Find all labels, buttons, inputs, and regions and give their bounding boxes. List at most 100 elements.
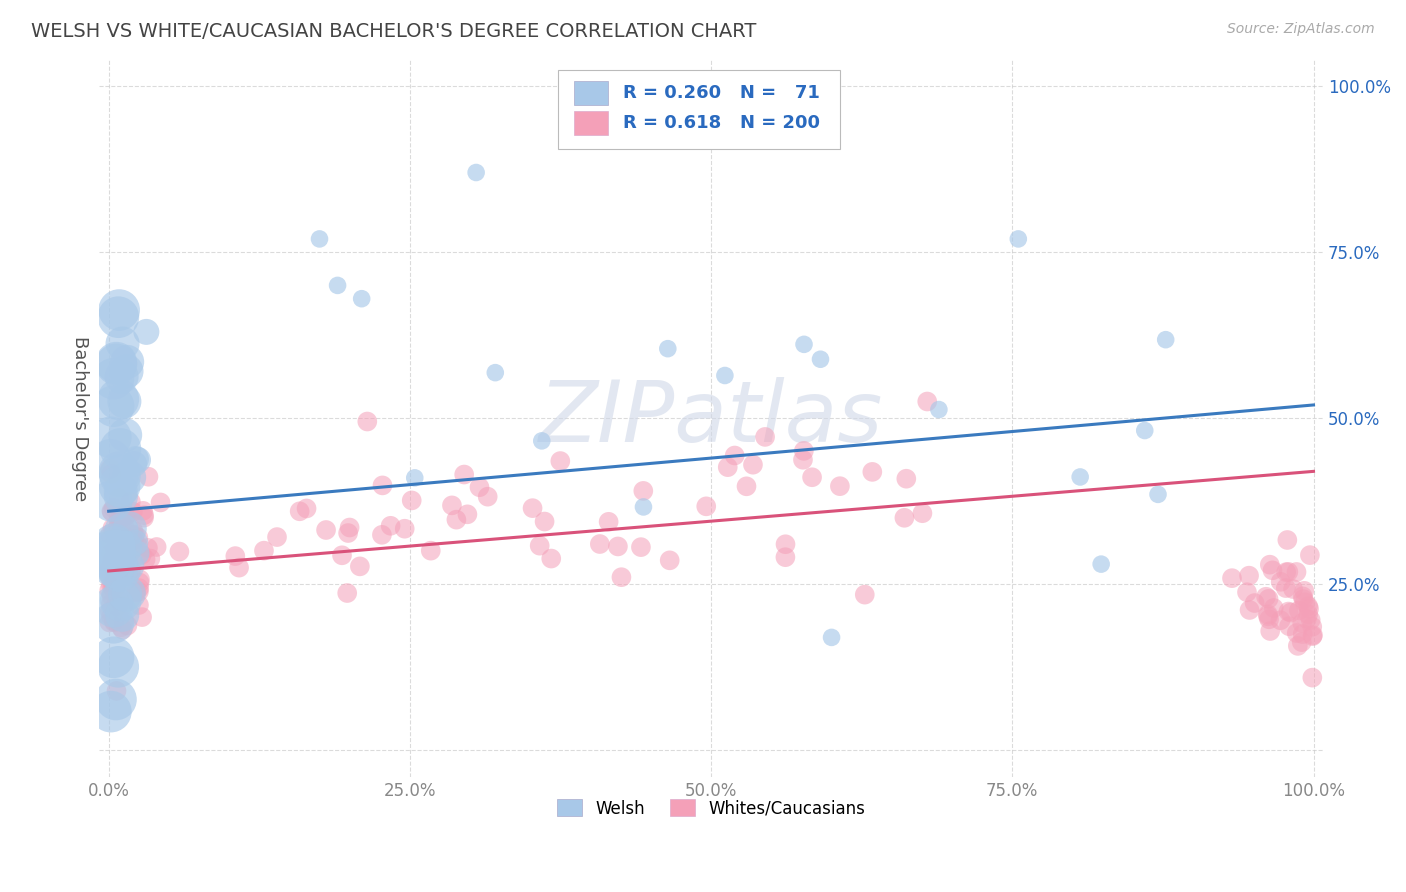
Text: ZIPatlas: ZIPatlas <box>538 376 883 459</box>
Point <box>114 520 136 534</box>
Point <box>112 590 135 604</box>
Point <box>101 521 124 535</box>
Point <box>103 614 125 628</box>
Point <box>1292 590 1315 604</box>
Point <box>1275 581 1298 595</box>
Point <box>125 585 148 599</box>
Point <box>127 538 149 552</box>
Point <box>394 522 416 536</box>
Point <box>117 618 139 632</box>
Point <box>100 430 122 444</box>
Point <box>1263 601 1285 615</box>
Point <box>100 609 122 624</box>
Point <box>1275 565 1298 579</box>
Point <box>308 232 330 246</box>
Point <box>288 504 311 518</box>
Point <box>108 465 131 479</box>
Point <box>1261 563 1284 577</box>
Point <box>1277 533 1299 547</box>
Point <box>131 548 153 562</box>
Point <box>404 471 426 485</box>
Point <box>371 478 394 492</box>
Point <box>107 660 129 674</box>
Point <box>793 443 815 458</box>
Point <box>110 442 132 456</box>
Point <box>100 452 122 467</box>
Point <box>114 554 136 568</box>
Point <box>98 583 121 598</box>
Point <box>103 537 125 551</box>
Point <box>336 586 359 600</box>
Point <box>135 325 157 339</box>
Point <box>1282 582 1305 596</box>
Point <box>98 533 121 548</box>
Point <box>117 558 139 573</box>
Point <box>127 453 149 467</box>
Point <box>103 582 125 596</box>
Point <box>132 508 155 523</box>
Point <box>893 510 915 524</box>
Point <box>111 558 134 572</box>
Point <box>915 394 938 409</box>
Point <box>1299 613 1322 627</box>
Point <box>110 483 132 498</box>
Point <box>128 581 150 595</box>
Point <box>1237 568 1260 582</box>
Point <box>530 434 553 448</box>
Point <box>103 615 125 630</box>
Point <box>114 530 136 544</box>
Point <box>742 458 765 472</box>
Point <box>110 511 132 525</box>
Point <box>110 562 132 576</box>
Point <box>122 533 145 547</box>
Point <box>107 392 129 407</box>
Text: Source: ZipAtlas.com: Source: ZipAtlas.com <box>1227 22 1375 37</box>
Point <box>98 544 121 558</box>
Point <box>107 599 129 613</box>
Point <box>115 355 138 369</box>
Point <box>350 292 373 306</box>
Point <box>1220 571 1243 585</box>
Point <box>1288 603 1310 617</box>
Point <box>630 540 652 554</box>
Point <box>792 452 814 467</box>
Point <box>1302 628 1324 642</box>
Point <box>100 597 122 611</box>
Point <box>108 594 131 608</box>
Point <box>1301 620 1323 634</box>
Point <box>124 541 146 556</box>
Point <box>633 483 655 498</box>
Point <box>114 510 136 524</box>
Y-axis label: Bachelor's Degree: Bachelor's Degree <box>72 335 89 501</box>
Point <box>446 513 468 527</box>
Point <box>100 504 122 518</box>
Point <box>108 514 131 528</box>
Point <box>371 528 394 542</box>
Point <box>111 336 134 351</box>
Point <box>1279 606 1302 620</box>
Point <box>125 452 148 467</box>
Point <box>132 510 155 524</box>
Point <box>124 533 146 548</box>
Point <box>115 508 138 523</box>
Point <box>1243 596 1265 610</box>
Point <box>1278 619 1301 633</box>
Point <box>533 515 555 529</box>
Point <box>112 538 135 552</box>
Point <box>135 552 157 566</box>
Point <box>522 501 544 516</box>
Point <box>550 454 572 468</box>
Point <box>1258 558 1281 572</box>
Point <box>124 536 146 550</box>
Text: R = 0.618   N = 200: R = 0.618 N = 200 <box>623 114 820 132</box>
Point <box>110 490 132 504</box>
Point <box>224 549 246 563</box>
Point <box>1270 574 1292 589</box>
Point <box>103 599 125 614</box>
Point <box>477 490 499 504</box>
Point <box>228 560 250 574</box>
FancyBboxPatch shape <box>574 81 609 104</box>
Point <box>1236 585 1258 599</box>
Point <box>1007 232 1029 246</box>
Point <box>1295 612 1317 626</box>
